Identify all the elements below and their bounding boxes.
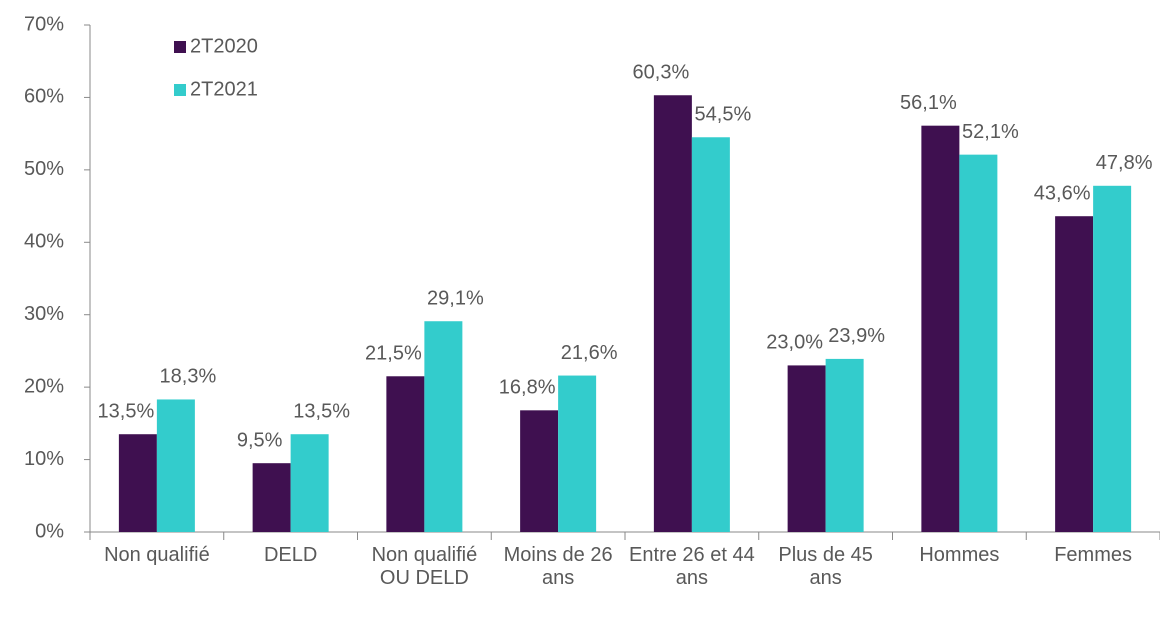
y-tick-label: 0%	[35, 520, 64, 542]
y-tick-label: 20%	[24, 375, 64, 397]
legend-swatch	[174, 84, 186, 96]
bar	[691, 137, 730, 532]
bar	[959, 154, 998, 532]
x-tick-label: Entre 26 et 44 ans	[629, 544, 755, 589]
bar	[653, 95, 692, 533]
bar	[290, 434, 329, 532]
y-tick-label: 70%	[24, 13, 64, 35]
bar	[520, 410, 559, 532]
value-label: 23,0%	[766, 332, 823, 354]
value-label: 47,8%	[1096, 152, 1153, 174]
value-label: 21,5%	[365, 343, 422, 365]
legend-label: 2T2020	[190, 35, 258, 57]
y-tick-label: 30%	[24, 303, 64, 325]
x-tick-label: Non qualifié	[104, 544, 210, 566]
bar	[386, 376, 425, 532]
bar	[424, 321, 463, 532]
value-label: 54,5%	[695, 104, 752, 126]
y-tick-label: 40%	[24, 231, 64, 253]
value-label: 13,5%	[293, 401, 350, 423]
bar	[558, 375, 597, 532]
legend-swatch	[174, 41, 186, 53]
x-tick-label: Non qualifié OU DELD	[371, 544, 478, 589]
value-label: 29,1%	[427, 288, 484, 310]
bar	[118, 434, 157, 532]
y-tick-label: 10%	[24, 448, 64, 470]
x-tick-label: Plus de 45 ans	[778, 544, 873, 589]
bar	[825, 358, 864, 532]
legend-label: 2T2021	[190, 78, 258, 100]
value-label: 9,5%	[237, 429, 283, 451]
x-tick-label: Femmes	[1054, 544, 1133, 566]
bar	[1055, 216, 1094, 532]
value-label: 18,3%	[160, 366, 217, 388]
bar	[1093, 185, 1132, 532]
value-label: 52,1%	[962, 121, 1019, 143]
value-label: 16,8%	[499, 377, 556, 399]
bar	[787, 365, 826, 532]
y-tick-label: 50%	[24, 158, 64, 180]
value-label: 23,9%	[828, 325, 885, 347]
value-label: 21,6%	[561, 342, 618, 364]
x-tick-label: Hommes	[919, 544, 1000, 566]
value-label: 13,5%	[98, 401, 155, 423]
x-tick-label: Moins de 26 ans	[503, 544, 613, 589]
value-label: 60,3%	[633, 62, 690, 84]
value-label: 43,6%	[1034, 182, 1091, 204]
x-tick-label: DELD	[263, 544, 318, 566]
y-tick-label: 60%	[24, 86, 64, 108]
bar	[252, 463, 291, 532]
bar	[156, 399, 195, 532]
value-label: 56,1%	[900, 92, 957, 114]
bar	[921, 125, 960, 532]
